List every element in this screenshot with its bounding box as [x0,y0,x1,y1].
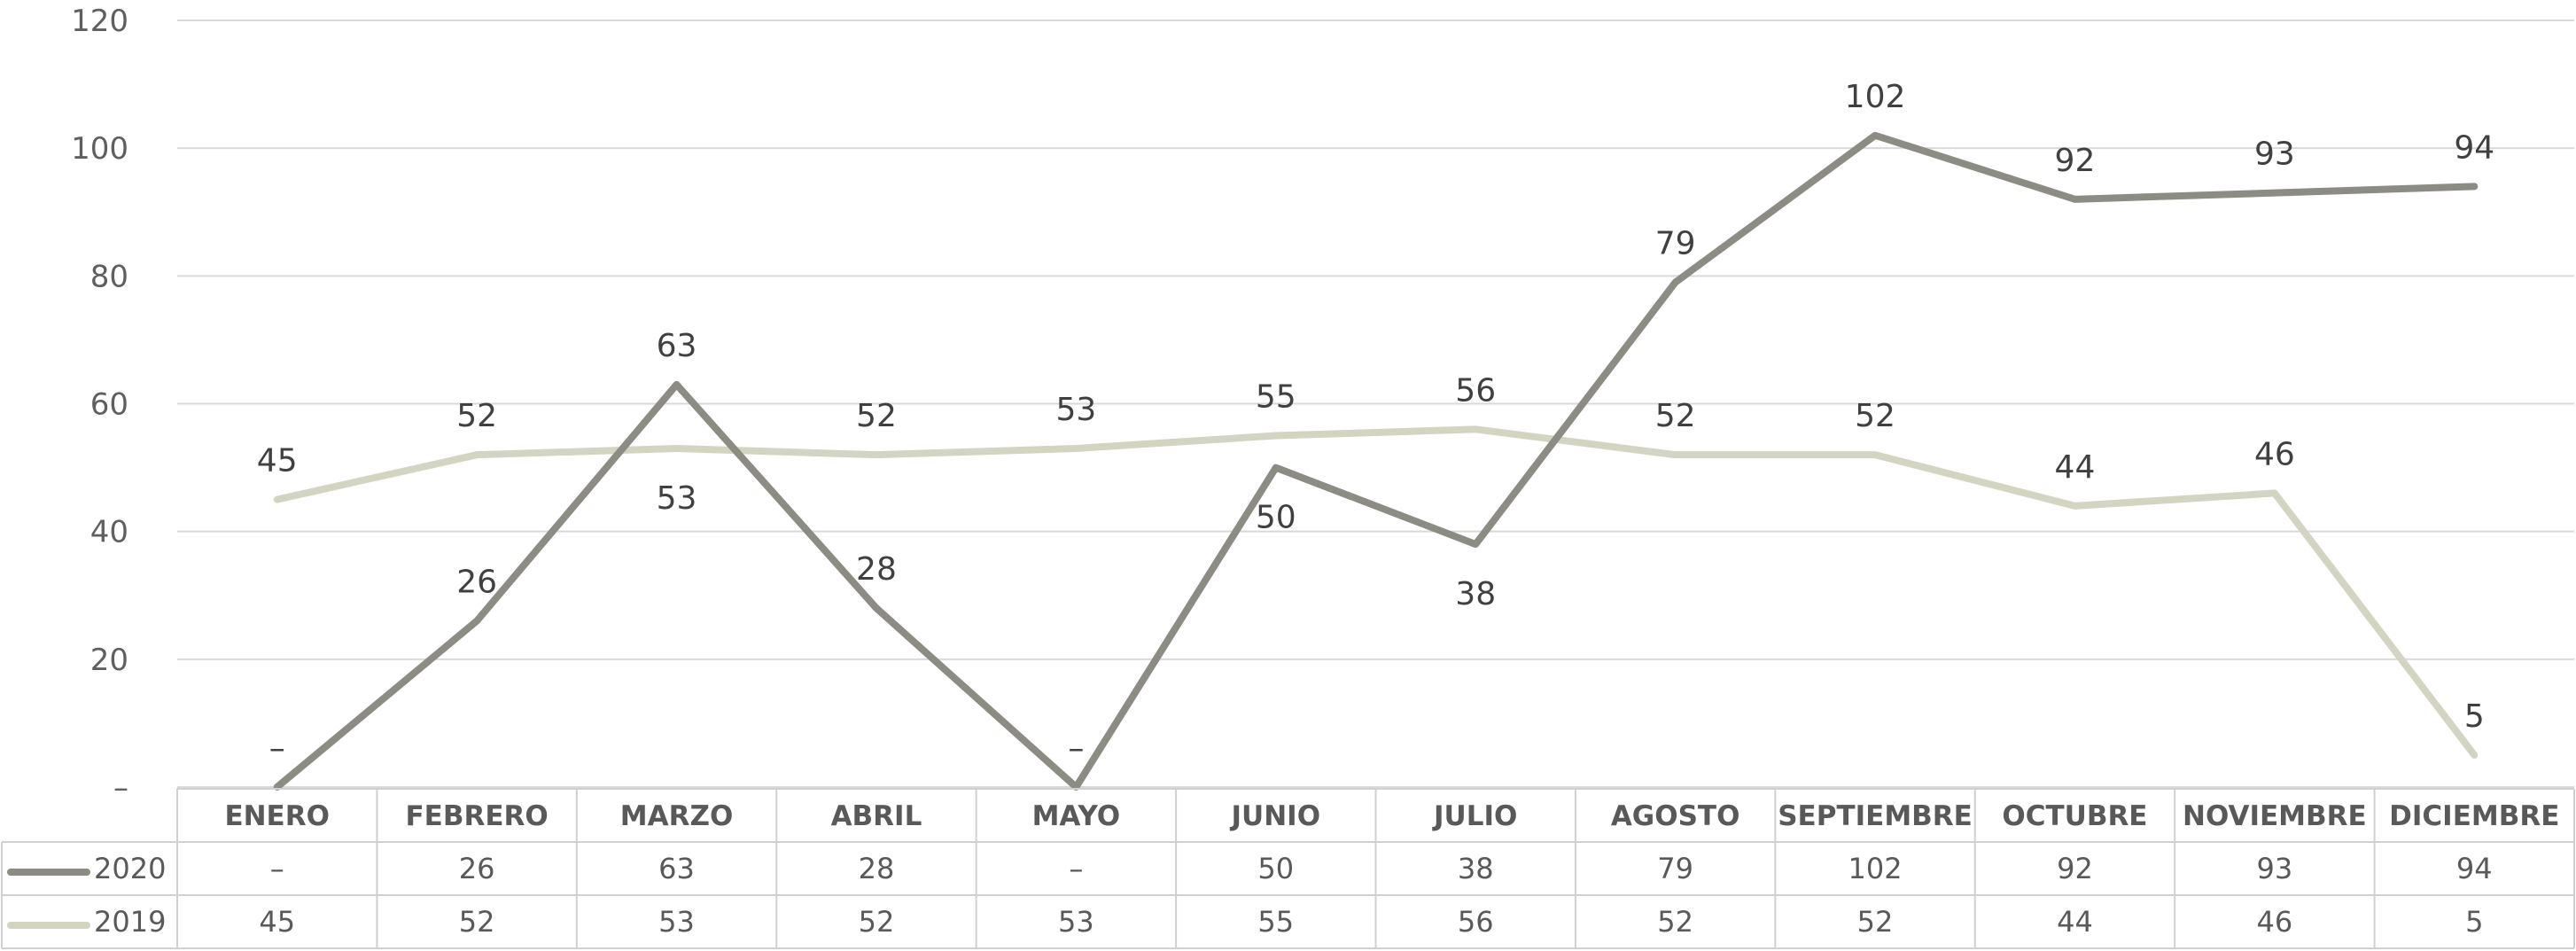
data-label-2020: 38 [1455,576,1496,612]
table-cell: 53 [658,905,695,939]
data-label-2020: 63 [657,328,697,364]
data-label-2019: 53 [1055,392,1096,428]
category-label: ABRIL [831,800,922,832]
data-label-2020: 26 [456,565,497,601]
table-cell: 45 [259,905,295,939]
data-label-2019: 52 [856,398,897,434]
table-cell: 52 [459,905,495,939]
data-label-2020: 93 [2254,136,2295,173]
category-label: MARZO [620,800,734,832]
data-label-2020: – [269,730,285,767]
table-cell: 79 [1657,852,1693,885]
data-label-2019: 44 [2055,449,2096,486]
category-label: FEBRERO [405,800,548,832]
data-label-2019: 55 [1256,379,1296,416]
data-label-2020: 28 [856,551,897,588]
data-label-2019: 56 [1455,372,1496,409]
data-label-2020: – [1068,730,1084,767]
category-label: ENERO [224,800,330,832]
y-tick-label: 100 [71,131,128,167]
category-label: SEPTIEMBRE [1778,800,1973,832]
y-tick-label: 120 [71,4,128,39]
table-cell: 56 [1458,905,1494,939]
category-label: DICIEMBRE [2389,800,2559,832]
data-label-2019: 52 [1655,398,1696,434]
y-tick-label: 80 [90,259,128,294]
category-label: AGOSTO [1611,800,1740,832]
data-label-2019: 52 [456,398,497,434]
data-label-2020: 50 [1256,500,1296,536]
legend-label-2020: 2020 [94,852,166,885]
data-label-2020: 79 [1655,226,1696,262]
table-cell: 92 [2057,852,2093,885]
y-tick-label: 40 [90,515,128,550]
series-lines [273,131,2479,791]
y-tick-label: – [113,770,128,806]
category-label: JUNIO [1230,800,1321,832]
legend-label-2019: 2019 [94,905,166,939]
table-cell: 50 [1257,852,1294,885]
data-label-2019: 53 [657,480,697,517]
table-cell: 52 [859,905,895,939]
data-label-2019: 46 [2254,436,2295,472]
table-cell: 38 [1458,852,1494,885]
table-cell: 52 [1857,905,1894,939]
y-tick-label: 60 [90,387,128,423]
table-cell: 52 [1657,905,1693,939]
table-cell: 44 [2057,905,2093,939]
data-label-2020: 92 [2055,143,2096,179]
data-label-2019: 52 [1855,398,1895,434]
y-tick-label: 20 [90,643,128,678]
data-label-2019: 45 [257,443,298,479]
gridlines [177,19,2574,788]
table-cell: 93 [2257,852,2293,885]
y-axis-ticks: – 20 40 60 80 100 120 [71,4,128,806]
table-cell: 28 [859,852,895,885]
table-cell: 53 [1058,905,1094,939]
table-cell: – [1069,852,1083,885]
series-line-2020 [273,131,2479,791]
table-cell: 5 [2465,905,2483,939]
series-line-2019 [273,425,2479,759]
category-label: MAYO [1032,800,1121,832]
category-label: NOVIEMBRE [2183,800,2367,832]
category-label: JULIO [1432,800,1517,832]
table-cell: 94 [2456,852,2493,885]
table-cell: 55 [1257,905,1294,939]
data-labels: – 26 63 28 – 50 38 79 102 92 93 94 45 52 53 52 53 55 56 52 5… [257,79,2494,767]
table-cell: 46 [2257,905,2293,939]
category-label: OCTUBRE [2002,800,2147,832]
data-label-2019: 5 [2464,698,2485,735]
data-label-2020: 94 [2454,129,2494,166]
table-cell: 63 [658,852,695,885]
data-table: ENERO FEBRERO MARZO ABRIL MAYO JUNIO JULIO AGOS… [1,788,2575,949]
table-cell: 102 [1848,852,1903,885]
table-cell: – [270,852,284,885]
data-label-2020: 102 [1845,79,1906,115]
table-cell: 26 [459,852,495,885]
